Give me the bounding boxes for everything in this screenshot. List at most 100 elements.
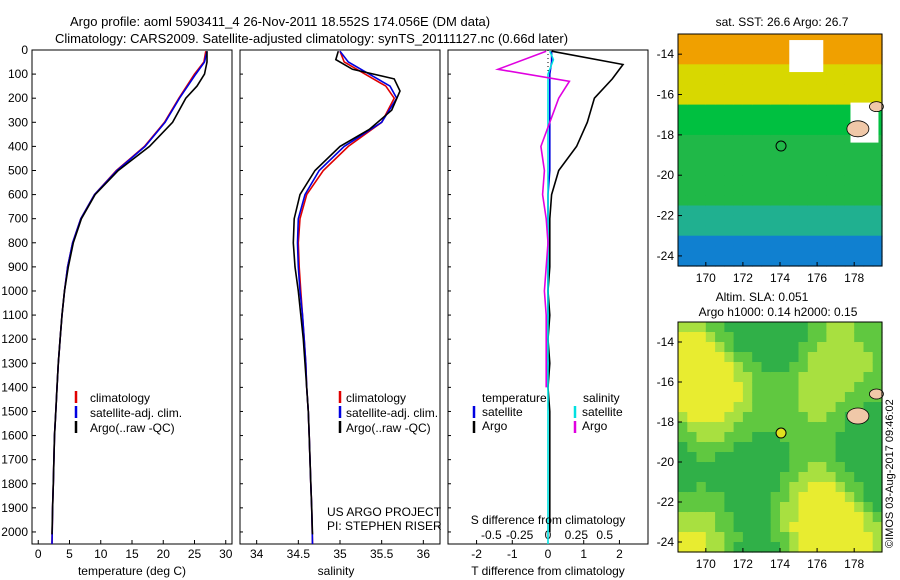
map-cell [705, 64, 716, 75]
map-cell [844, 94, 855, 106]
map-cell [854, 145, 865, 156]
map-cell [789, 392, 800, 403]
map-cell [724, 422, 735, 433]
map-cell [854, 185, 865, 196]
map-cell [696, 225, 707, 237]
map-cell [761, 412, 772, 423]
map-cell [807, 74, 818, 85]
map-cell [715, 64, 725, 75]
map-cell [817, 432, 827, 443]
map-cell [752, 54, 763, 65]
map-cell [742, 322, 753, 333]
map-cell [678, 114, 688, 126]
map-cell [742, 74, 753, 85]
map-cell [724, 362, 735, 373]
map-cell [742, 382, 753, 393]
map-cell [678, 64, 688, 75]
map-cell [715, 352, 725, 363]
map-cell [752, 195, 763, 207]
map-lat-label: -16 [657, 88, 675, 102]
map-cell [844, 54, 855, 65]
map-cell [872, 44, 883, 55]
difference-legend: temperature salinity satellite Argo sate… [472, 391, 623, 433]
map-cell [705, 342, 716, 353]
map-cell [696, 322, 707, 333]
x-tick-label: 34.5 [287, 547, 311, 561]
map-cell [752, 502, 763, 513]
map-cell [705, 432, 716, 443]
map-cell [761, 44, 772, 55]
map-cell [687, 452, 698, 463]
map-cell [817, 205, 827, 217]
map-cell [724, 165, 735, 176]
depth-tick-label: 1400 [1, 380, 28, 394]
map-cell [789, 165, 800, 176]
map-cell [752, 342, 763, 353]
map-cell [678, 522, 688, 533]
map-cell [780, 372, 790, 383]
map-cell [678, 362, 688, 373]
map-cell [826, 512, 837, 523]
map-cell [678, 482, 688, 493]
map-cell [742, 134, 753, 146]
map-cell [696, 155, 707, 166]
map-cell [678, 44, 688, 55]
map-cell [844, 322, 855, 333]
map-cell [863, 422, 874, 433]
map-cell [863, 452, 874, 463]
map-cell [780, 452, 790, 463]
map-cell [807, 145, 818, 156]
map-cell [844, 532, 855, 543]
map-cell [789, 482, 800, 493]
map-cell [678, 165, 688, 176]
map-cell [761, 175, 772, 186]
map-cell [863, 225, 874, 237]
depth-tick-label: 100 [8, 67, 28, 81]
map-cell [807, 462, 818, 473]
map-cell [807, 402, 818, 413]
map-cell [724, 44, 735, 55]
map-cell [761, 165, 772, 176]
map-cell [826, 322, 837, 333]
map-cell [678, 195, 688, 207]
map-cell [826, 352, 837, 363]
temperature-xlabel: temperature (deg C) [78, 564, 186, 578]
map-cell [780, 124, 790, 136]
map-cell [742, 332, 753, 343]
map-cell [696, 462, 707, 473]
map-cell [807, 362, 818, 373]
map-cell [752, 482, 763, 493]
map-cell [687, 175, 698, 186]
map-cell [826, 195, 837, 207]
map-cell [844, 104, 855, 116]
map-cell [826, 452, 837, 463]
map-cell [780, 502, 790, 513]
map-cell [807, 185, 818, 196]
map-cell [687, 74, 698, 85]
map-cell [761, 402, 772, 413]
map-cell [752, 412, 763, 423]
map-cell [687, 362, 698, 373]
map-cell [715, 402, 725, 413]
map-cell [798, 472, 809, 483]
map-cell [696, 195, 707, 207]
map-cell [872, 542, 883, 553]
map-cell [724, 502, 735, 513]
map-cell [817, 442, 827, 453]
map-cell [761, 512, 772, 523]
map-cell [687, 522, 698, 533]
map-cell [780, 362, 790, 373]
map-cell [705, 492, 716, 503]
x-tick-label: 35.5 [370, 547, 394, 561]
map-cell [770, 512, 781, 523]
map-cell [844, 402, 855, 413]
map-cell [817, 155, 827, 166]
map-cell [705, 255, 716, 267]
pi-credit: PI: STEPHEN RISER [327, 519, 442, 533]
map-cell [724, 245, 735, 257]
map-cell [872, 165, 883, 176]
map-cell [705, 145, 716, 156]
figure-title-line2: Climatology: CARS2009. Satellite-adjuste… [55, 31, 568, 46]
map-cell [715, 472, 725, 483]
